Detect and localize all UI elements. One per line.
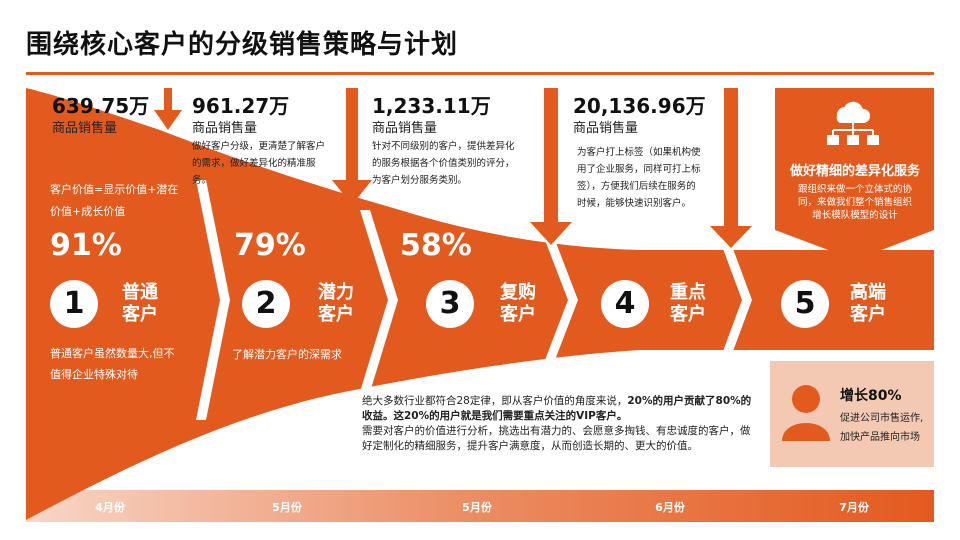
description-stage-3: 针对不同级别的客户，提供差异化的服务根据各个价值类别的评分，为客户划分服务类别。: [372, 141, 515, 186]
stat-label-2: 商品销售量: [192, 121, 258, 136]
stage-2-name: 潜力客户: [318, 282, 354, 325]
month-label: 4月份: [95, 501, 125, 514]
arrow-down-icon: [710, 88, 752, 248]
summary-highlight: 20%的用户贡献了80%的收益。这20%的用户就是我们需要重点关注的VIP客户。: [362, 395, 752, 422]
month-label: 7月份: [839, 501, 869, 514]
stage-5-name: 高端客户: [850, 282, 886, 325]
month-label: 6月份: [655, 501, 685, 514]
cloud-network-icon: [827, 101, 879, 145]
stage-separators: [196, 180, 752, 420]
differentiation-description: 跟组织来做一个立体式的协同，来做我们整个销售组织增长模队模型的设计: [797, 184, 912, 221]
stage-2-note: 了解潜力客户的深需求: [232, 348, 342, 361]
person-icon: [782, 385, 830, 441]
differentiation-banner: [775, 88, 934, 260]
separator-3: [545, 240, 578, 360]
stage-4-number: 4: [601, 280, 649, 328]
growth-description: 促进公司市售运作,加快产品推向市场: [840, 413, 924, 443]
month-label: 5月份: [272, 501, 302, 514]
arrow-down-icon: [332, 88, 372, 205]
separator-1: [196, 180, 230, 420]
growth-title: 增长80%: [840, 388, 902, 404]
description-stage-2: 做好客户分级，更清楚了解客户的需求，做好差异化的精准服务。: [192, 141, 326, 186]
stage-1-note: 普通客户虽然数量大,但不值得企业特殊对待: [50, 347, 175, 381]
growth-box: [770, 361, 934, 467]
stat-value-4: 20,136.96万: [573, 94, 706, 118]
arrow-down-icon: [530, 88, 572, 245]
stat-value-2: 961.27万: [192, 94, 290, 118]
stage-1-number: 1: [50, 280, 98, 328]
stage-1-name: 普通客户: [122, 282, 158, 325]
stage-5-number: 5: [781, 280, 829, 328]
summary-rest: 需要对客户的价值进行分析，挑选出有潜力的、会愿意多掏钱、有忠诚度的客户，做好定制…: [362, 425, 751, 452]
stat-label-3: 商品销售量: [372, 121, 438, 136]
value-formula: 客户价值=显示价值+潜在价值+成长价值: [50, 183, 179, 218]
stage-3-name: 复购客户: [500, 282, 536, 325]
arrow-down-icon: [154, 88, 182, 130]
stat-label-4: 商品销售量: [573, 121, 639, 136]
summary-intro: 绝大多数行业都符合28定律，即从客户价值的角度来说，: [362, 395, 628, 407]
separator-4: [722, 246, 752, 354]
stage-3-number: 3: [426, 280, 474, 328]
stat-value-1: 639.75万: [52, 94, 150, 118]
stage-4-name: 重点客户: [670, 282, 706, 325]
down-arrows: [154, 88, 752, 248]
stage-3-percent: 58%: [400, 228, 472, 263]
stat-value-3: 1,233.11万: [372, 94, 491, 118]
stat-label-1: 商品销售量: [52, 121, 118, 136]
page-title: 围绕核心客户的分级销售策略与计划: [26, 30, 459, 60]
description-stage-4: 为客户打上标签（如果机构使用了企业服务，同样可打上标签），方便我们后续在服务的时…: [577, 147, 701, 209]
differentiation-title: 做好精细的差异化服务: [789, 164, 920, 179]
stage-1-percent: 91%: [50, 228, 122, 263]
summary-paragraph: 绝大多数行业都符合28定律，即从客户价值的角度来说，20%的用户贡献了80%的收…: [362, 394, 752, 454]
month-band: [26, 490, 934, 522]
month-label: 5月份: [462, 501, 492, 514]
funnel-body: [26, 88, 934, 520]
title-divider: [26, 72, 934, 75]
stage-2-percent: 79%: [234, 228, 306, 263]
separator-2: [360, 210, 398, 392]
stage-2-number: 2: [242, 280, 290, 328]
